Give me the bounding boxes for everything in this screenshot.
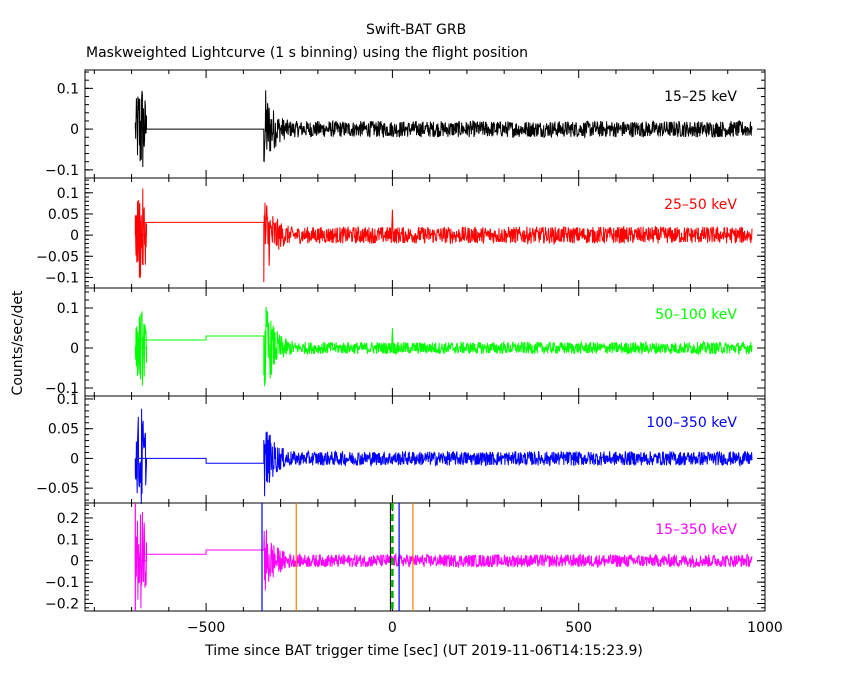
panel-2: −0.1 −0.05 0 0.05 0.1 25–50 keV	[36, 177, 766, 289]
lightcurve-line	[134, 306, 753, 387]
band-label: 15–350 keV	[655, 522, 737, 538]
y-tick-label: 0	[70, 554, 79, 570]
lightcurve-line	[134, 188, 753, 283]
panel-frame	[84, 69, 766, 179]
y-tick-label: −0.1	[45, 381, 79, 397]
y-tick-label: 0	[70, 122, 79, 138]
chart-subtitle: Maskweighted Lightcurve (1 s binning) us…	[86, 45, 529, 61]
x-tick-label: 500	[565, 620, 592, 636]
band-label: 100–350 keV	[646, 415, 737, 431]
band-label: 50–100 keV	[655, 307, 737, 323]
y-tick-label: 0.05	[48, 207, 79, 223]
y-tick-label: 0.1	[57, 81, 79, 97]
y-tick-label: 0.1	[57, 532, 79, 548]
chart-title: Swift-BAT GRB	[366, 22, 467, 38]
panel-frame	[84, 287, 766, 397]
y-tick-label: 0	[70, 451, 79, 467]
y-tick-label: −0.1	[45, 270, 79, 286]
y-tick-label: −0.05	[36, 249, 79, 265]
y-tick-label: 0	[70, 341, 79, 357]
lightcurve-line	[134, 511, 753, 609]
panel-frame	[84, 395, 766, 504]
lightcurve-line	[134, 90, 753, 168]
y-tick-label: −0.1	[45, 163, 79, 179]
band-label: 15–25 keV	[664, 89, 737, 105]
y-tick-label: −0.1	[45, 575, 79, 591]
y-tick-label: −0.05	[36, 481, 79, 497]
y-tick-label: 0.1	[57, 186, 79, 202]
x-tick-label: −500	[187, 620, 225, 636]
y-tick-label: 0.05	[48, 422, 79, 438]
y-axis-label: Counts/sec/det	[10, 290, 26, 395]
y-tick-label: 0.1	[57, 301, 79, 317]
y-tick-label: 0.2	[57, 511, 79, 527]
band-label: 25–50 keV	[664, 197, 737, 213]
panel-3: −0.1 0 0.1 50–100 keV	[45, 287, 766, 397]
x-axis-label: Time since BAT trigger time [sec] (UT 20…	[204, 643, 643, 659]
y-tick-label: 0.1	[57, 392, 79, 408]
x-tick-label: 1000	[747, 620, 783, 636]
panel-frame	[84, 502, 766, 612]
x-tick-label: 0	[388, 620, 397, 636]
panel-1: −0.1 0 0.1 15–25 keV	[45, 69, 766, 179]
panel-5: −0.2 −0.1 0 0.1 0.2 15–350 keV −500 0 500 1000	[45, 502, 783, 636]
lightcurve-line	[134, 408, 753, 504]
panels-group: −0.1 0 0.1 15–25 keV −0.1 −0.05 0 0.05 0.1 25–50 …	[36, 69, 783, 636]
panel-4: −0.05 0 0.05 0.1 100–350 keV	[36, 392, 766, 504]
y-tick-label: 0	[70, 228, 79, 244]
y-tick-label: −0.2	[45, 597, 79, 613]
